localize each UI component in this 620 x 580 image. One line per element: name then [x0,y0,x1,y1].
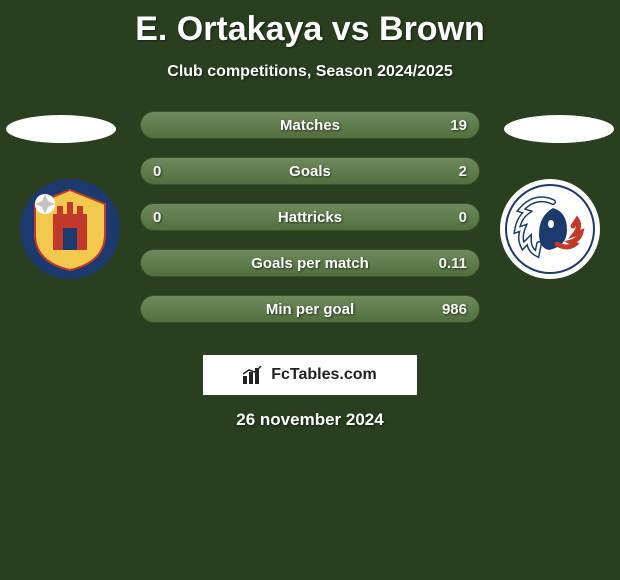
crest-right [500,179,600,279]
stat-value-right: 986 [442,301,467,318]
stat-row: Matches 19 [140,111,480,139]
stat-label: Goals per match [251,255,369,272]
stat-value-right: 0 [459,209,467,226]
stat-row: Goals per match 0.11 [140,249,480,277]
stat-label: Goals [289,163,331,180]
stat-label: Matches [280,117,340,134]
date-label: 26 november 2024 [0,410,620,430]
crest-left [20,179,120,279]
ellipse-left [6,115,116,143]
stat-row: Min per goal 986 [140,295,480,323]
stat-value-left: 0 [153,163,161,180]
brand-label: FcTables.com [271,366,377,384]
stat-row: 0 Hattricks 0 [140,203,480,231]
page-title: E. Ortakaya vs Brown [0,0,620,49]
bar-chart-icon [243,366,265,384]
stat-row: 0 Goals 2 [140,157,480,185]
crest-right-icon [505,184,595,274]
crest-left-icon [25,184,115,274]
brand-box[interactable]: FcTables.com [203,355,417,395]
stats-list: Matches 19 0 Goals 2 0 Hattricks 0 Goals… [140,111,480,341]
stat-value-right: 19 [450,117,467,134]
stat-value-left: 0 [153,209,161,226]
page-subtitle: Club competitions, Season 2024/2025 [0,63,620,81]
stat-value-right: 0.11 [439,255,467,272]
stat-label: Hattricks [278,209,342,226]
stat-label: Min per goal [266,301,354,318]
comparison-panel: Matches 19 0 Goals 2 0 Hattricks 0 Goals… [0,111,620,361]
stat-value-right: 2 [459,163,467,180]
ellipse-right [504,115,614,143]
